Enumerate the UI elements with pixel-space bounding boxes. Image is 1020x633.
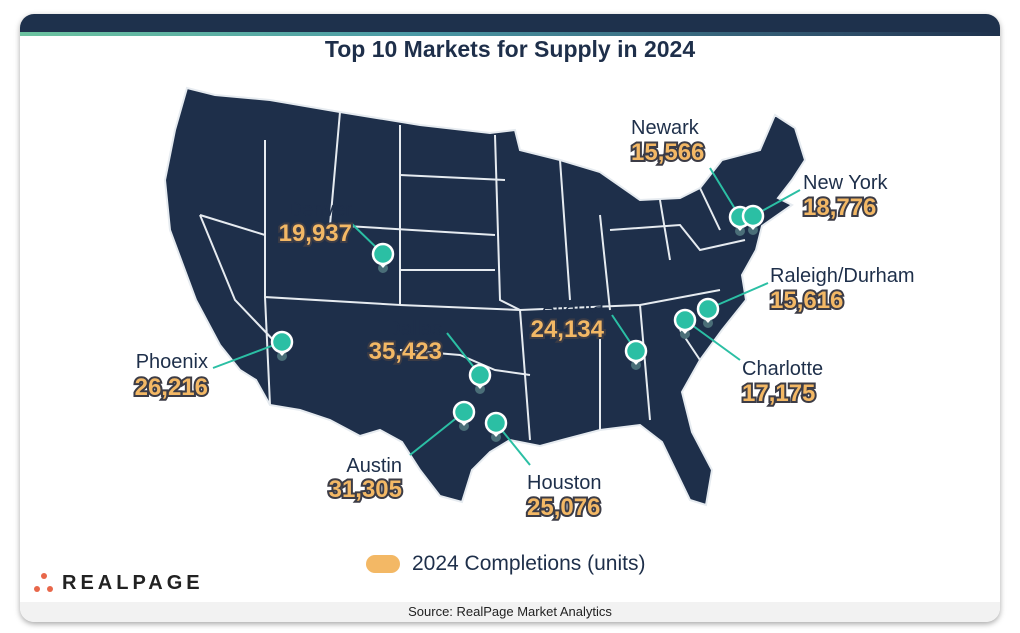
source-footer: Source: RealPage Market Analytics <box>20 602 1000 622</box>
legend: 2024 Completions (units) <box>366 552 645 576</box>
value-phoenix: 26,216 <box>133 374 210 402</box>
label-austin: Austin <box>346 455 402 477</box>
map-pin-icon-charlotte <box>673 308 697 332</box>
value-houston: 25,076 <box>525 494 602 522</box>
map-pin-icon-new-york <box>741 204 765 228</box>
leader-line-austin <box>409 411 465 456</box>
label-dallas: Dallas <box>386 318 442 340</box>
chart-title: Top 10 Markets for Supply in 2024 <box>324 36 696 62</box>
value-dallas: 35,423 <box>367 338 444 366</box>
label-raleigh-durham: Raleigh/Durham <box>770 265 915 287</box>
map-pin-icon-raleigh-durham <box>696 297 720 321</box>
map-pin-icon-houston <box>484 411 508 435</box>
state-borders <box>199 111 746 441</box>
label-new-york: New York <box>803 172 888 194</box>
value-new-york: 18,776 <box>801 194 878 222</box>
label-newark: Newark <box>631 117 699 139</box>
label-atlanta: Atlanta <box>541 296 604 318</box>
map-pin-icon-atlanta <box>624 339 648 363</box>
value-raleigh-durham: 15,616 <box>768 287 845 315</box>
header-bar <box>20 14 1000 32</box>
map-pin-icon-dallas <box>468 363 492 387</box>
map-pin-icon-denver <box>371 242 395 266</box>
value-austin: 31,305 <box>327 476 404 504</box>
leader-line-charlotte <box>684 319 741 361</box>
label-charlotte: Charlotte <box>742 358 824 380</box>
value-charlotte: 17,175 <box>740 380 817 408</box>
label-houston: Houston <box>527 472 602 494</box>
logo-dots-icon <box>34 573 54 593</box>
value-atlanta: 24,134 <box>529 316 606 344</box>
legend-swatch <box>366 555 400 573</box>
value-denver: 19,937 <box>277 220 354 248</box>
us-silhouette <box>163 86 807 507</box>
leader-line-phoenix <box>212 341 283 369</box>
realpage-logo: REALPAGE <box>34 573 204 593</box>
map-pin-icon-austin <box>452 400 476 424</box>
label-phoenix: Phoenix <box>135 351 208 373</box>
header-accent-line <box>20 32 1000 36</box>
label-denver: Denver <box>287 199 352 221</box>
legend-label: 2024 Completions (units) <box>412 552 646 575</box>
value-newark: 15,566 <box>629 139 706 167</box>
map-pin-icon-phoenix <box>270 330 294 354</box>
